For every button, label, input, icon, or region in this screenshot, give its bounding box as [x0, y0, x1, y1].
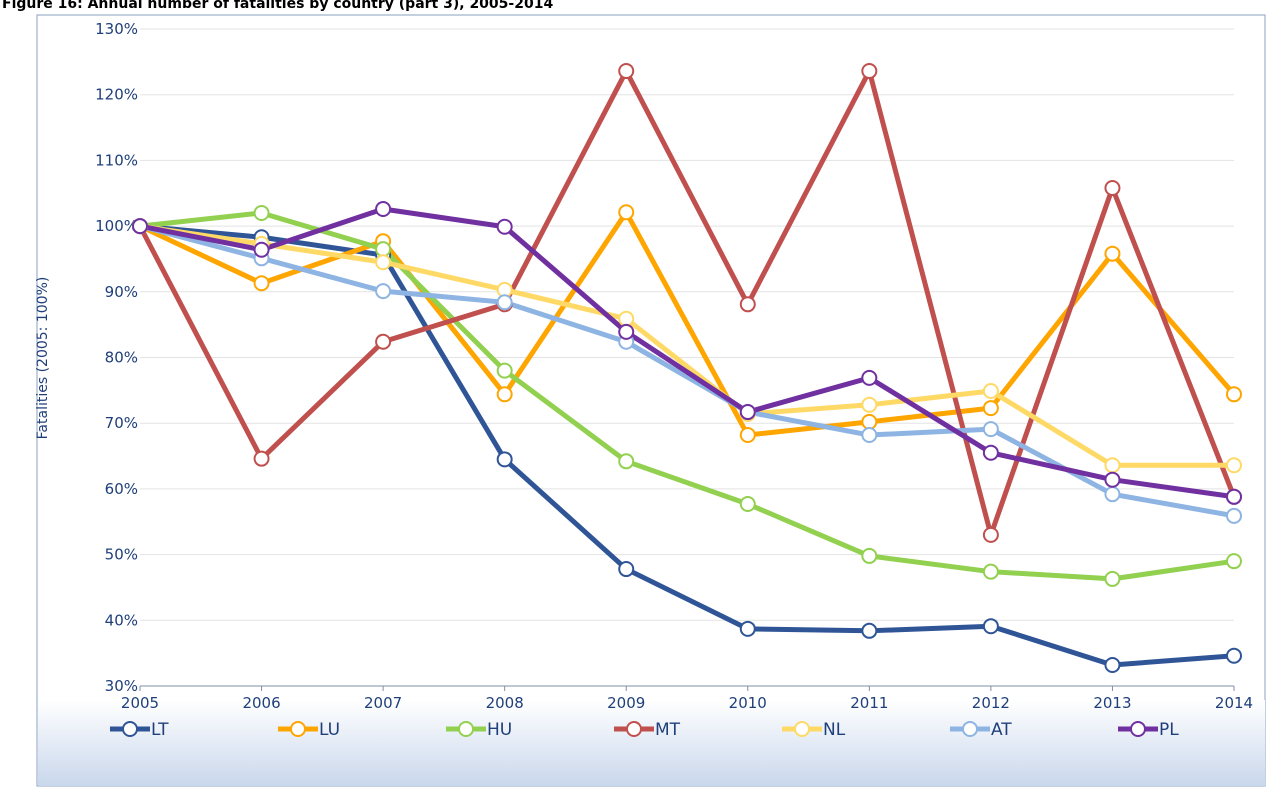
- x-tick-label: 2007: [364, 694, 402, 712]
- y-tick-label: 100%: [95, 217, 138, 235]
- data-point: [1104, 179, 1121, 196]
- data-point: [253, 450, 270, 467]
- y-tick-label: 40%: [105, 611, 138, 629]
- series-line: [139, 223, 1235, 519]
- data-point: [253, 241, 270, 258]
- data-point: [982, 618, 999, 635]
- data-point: [253, 204, 270, 221]
- series-line: [139, 223, 1235, 668]
- y-axis-label: Fatalities (2005: 100%): [35, 277, 51, 440]
- legend-band: [38, 700, 1265, 786]
- x-tick-label: 2010: [729, 694, 767, 712]
- legend-marker: [122, 721, 138, 737]
- data-point: [1226, 507, 1242, 524]
- data-point: [861, 427, 878, 444]
- y-tick-label: 110%: [95, 151, 138, 169]
- data-point: [1226, 647, 1242, 664]
- data-point: [739, 296, 756, 313]
- data-point: [496, 451, 513, 468]
- legend-label: MT: [655, 720, 681, 740]
- x-tick-label: 2008: [486, 694, 524, 712]
- data-point: [1104, 457, 1121, 474]
- legend-label: LU: [319, 720, 340, 740]
- series-line: [138, 209, 1236, 438]
- x-tick-label: 2005: [121, 694, 159, 712]
- data-point: [982, 444, 999, 461]
- data-point: [982, 383, 999, 400]
- data-point: [861, 396, 878, 413]
- legend-marker: [1130, 721, 1146, 737]
- data-point: [739, 496, 756, 513]
- data-point: [1104, 486, 1121, 503]
- y-tick-label: 60%: [105, 480, 138, 498]
- data-point: [375, 254, 392, 271]
- legend-marker: [962, 721, 978, 737]
- data-point: [861, 622, 878, 639]
- data-point: [618, 63, 635, 80]
- chart-frame: [36, 14, 1266, 787]
- y-tick-label: 90%: [105, 283, 138, 301]
- data-point: [739, 620, 756, 637]
- legend-label: HU: [487, 720, 512, 740]
- data-point: [982, 526, 999, 543]
- y-tick-label: 80%: [105, 349, 138, 367]
- data-point: [618, 323, 635, 340]
- data-point: [861, 369, 878, 386]
- legend-label: PL: [1159, 720, 1179, 740]
- data-point: [253, 275, 270, 292]
- legend-marker: [626, 721, 642, 737]
- data-point: [496, 386, 513, 403]
- legend-label: NL: [823, 720, 846, 740]
- x-tick-label: 2011: [850, 694, 888, 712]
- data-point: [1104, 656, 1121, 673]
- data-point: [132, 218, 148, 235]
- x-tick-label: 2009: [607, 694, 645, 712]
- data-point: [1104, 471, 1121, 488]
- legend-marker: [290, 721, 306, 737]
- legend-label: LT: [151, 720, 169, 740]
- data-point: [982, 563, 999, 580]
- data-point: [375, 333, 392, 350]
- y-tick-label: 30%: [105, 677, 138, 695]
- data-point: [375, 283, 392, 300]
- chart-title: Figure 16: Annual number of fatalities b…: [2, 0, 553, 12]
- data-point: [375, 201, 392, 218]
- legend-marker: [794, 721, 810, 737]
- x-tick-label: 2014: [1215, 694, 1253, 712]
- y-tick-label: 70%: [105, 414, 138, 432]
- data-point: [739, 427, 756, 444]
- data-point: [618, 310, 635, 327]
- data-point: [496, 218, 513, 235]
- x-tick-label: 2012: [972, 694, 1010, 712]
- data-point: [1104, 245, 1121, 262]
- data-point: [982, 421, 999, 438]
- x-tick-label: 2013: [1093, 694, 1131, 712]
- series-line: [139, 223, 1234, 468]
- data-point: [1226, 386, 1242, 403]
- data-point: [861, 413, 878, 430]
- data-point: [618, 453, 635, 470]
- series-line: [139, 206, 1235, 500]
- data-point: [1226, 488, 1242, 505]
- data-point: [982, 400, 999, 417]
- data-point: [618, 204, 635, 221]
- data-point: [861, 547, 878, 564]
- y-tick-label: 130%: [95, 20, 138, 38]
- data-point: [496, 362, 513, 379]
- data-point: [861, 63, 878, 80]
- legend-label: AT: [991, 720, 1012, 740]
- data-point: [1104, 570, 1121, 587]
- data-point: [618, 561, 635, 578]
- data-point: [739, 404, 756, 421]
- data-point: [375, 241, 392, 258]
- data-point: [1226, 457, 1242, 474]
- y-tick-label: 50%: [105, 546, 138, 564]
- data-point: [1226, 553, 1242, 570]
- series-line: [137, 68, 1237, 538]
- x-tick-label: 2006: [242, 694, 280, 712]
- y-tick-label: 120%: [95, 86, 138, 104]
- data-point: [496, 294, 513, 311]
- legend-marker: [458, 721, 474, 737]
